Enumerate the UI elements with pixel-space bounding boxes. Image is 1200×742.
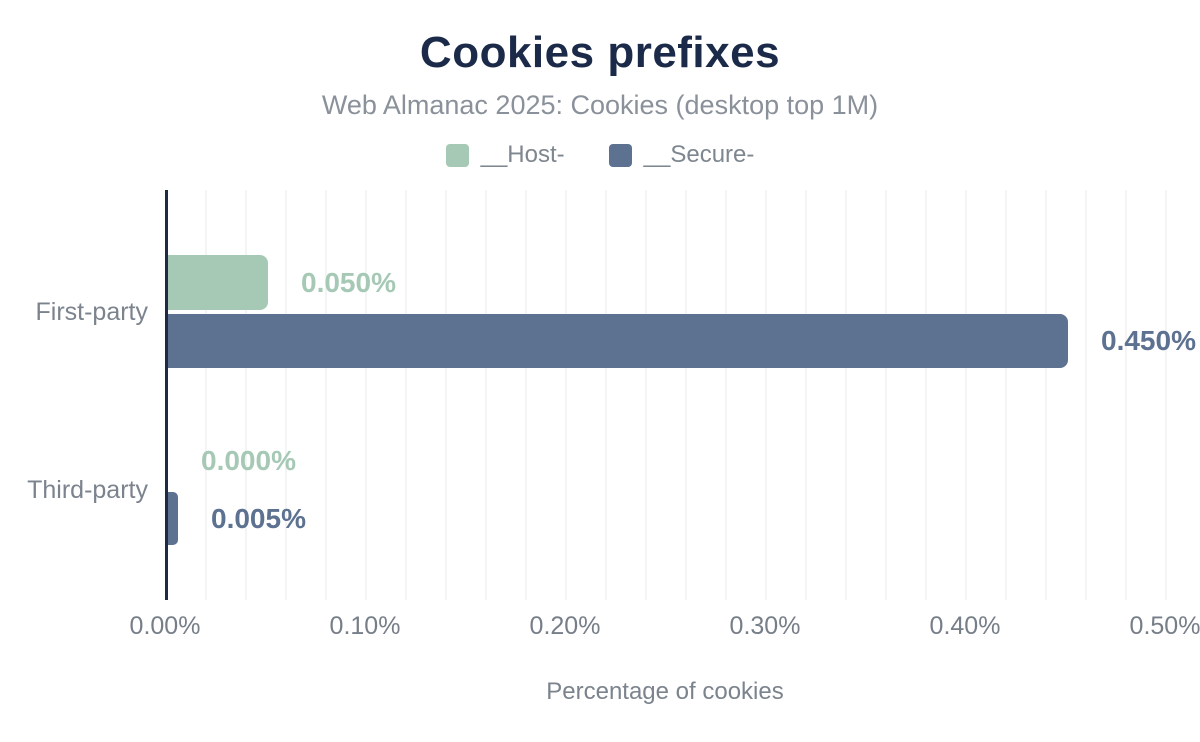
host-legend-swatch-icon [445, 143, 469, 167]
bar-value-label: 0.050% [301, 267, 396, 298]
gridline [1125, 190, 1127, 600]
gridline [1005, 190, 1007, 600]
gridline [845, 190, 847, 600]
secure-legend-swatch-icon [608, 143, 632, 167]
legend-item-secure[interactable]: __Secure- [608, 141, 755, 169]
x-tick-label: 0.30% [729, 612, 801, 640]
gridline [205, 190, 207, 600]
x-tick-label: 0.20% [529, 612, 601, 640]
x-tick-label: 0.50% [1129, 612, 1200, 640]
gridline [445, 190, 447, 600]
gridline [325, 190, 327, 600]
chart-subtitle: Web Almanac 2025: Cookies (desktop top 1… [321, 90, 879, 120]
x-tick-label: 0.00% [129, 612, 201, 640]
gridline [485, 190, 487, 600]
bar-value-label: 0.450% [1101, 325, 1196, 356]
gridline [1165, 190, 1167, 600]
gridline [765, 190, 767, 600]
bar-secure-first-party[interactable] [168, 314, 1068, 368]
gridline [565, 190, 567, 600]
bar-value-label: 0.000% [201, 445, 296, 476]
gridline [965, 190, 967, 600]
gridline [525, 190, 527, 600]
plot-area: 0.050% 0.000% 0.450% 0.005% [165, 190, 1196, 600]
x-tick-label: 0.40% [929, 612, 1001, 640]
category-label-third-party: Third-party [27, 476, 148, 504]
legend: __Host- __Secure- [0, 141, 1200, 169]
gridline [405, 190, 407, 600]
gridline [605, 190, 607, 600]
gridline [1045, 190, 1047, 600]
gridline [285, 190, 287, 600]
category-label-first-party: First-party [35, 298, 149, 326]
gridline [245, 190, 247, 600]
gridline [925, 190, 927, 600]
gridline [885, 190, 887, 600]
legend-item-host[interactable]: __Host- [445, 141, 565, 169]
bar-value-label: 0.005% [211, 503, 306, 534]
x-tick-label: 0.10% [329, 612, 401, 640]
gridline [645, 190, 647, 600]
chart-title: Cookies prefixes [419, 28, 781, 77]
gridline [725, 190, 727, 600]
bar-secure-third-party[interactable] [168, 492, 178, 545]
x-axis-title: Percentage of cookies [546, 678, 784, 705]
legend-label-host: __Host- [480, 141, 565, 168]
bar-host-first-party[interactable] [168, 255, 268, 310]
legend-label-secure: __Secure- [643, 141, 755, 168]
gridline [365, 190, 367, 600]
gridline [1085, 190, 1087, 600]
gridline [805, 190, 807, 600]
gridline [685, 190, 687, 600]
